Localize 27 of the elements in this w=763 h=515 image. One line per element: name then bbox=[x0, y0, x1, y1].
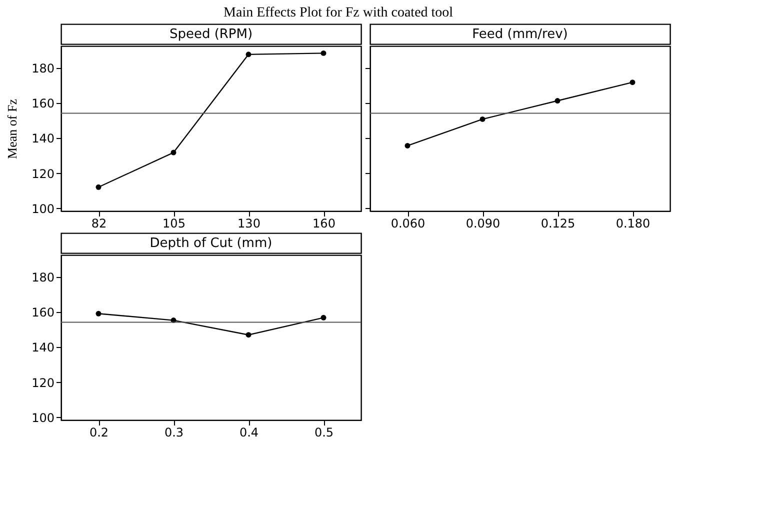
x-tick-label: 0.125 bbox=[540, 216, 576, 230]
x-tick-label: 0.3 bbox=[164, 426, 184, 440]
x-tick-label: 0.060 bbox=[390, 216, 426, 230]
x-tick-label: 82 bbox=[91, 216, 107, 230]
chart-title: Main Effects Plot for Fz with coated tool bbox=[224, 5, 454, 20]
y-axis-title: Mean of Fz bbox=[4, 98, 20, 159]
y-tick-label: 120 bbox=[32, 166, 54, 181]
x-tick-label: 130 bbox=[238, 216, 260, 230]
y-tick-label: 140 bbox=[32, 132, 54, 146]
x-tick-label: 0.180 bbox=[616, 216, 650, 230]
x-tick-label: 0.4 bbox=[239, 426, 259, 440]
x-tick-label: 0.5 bbox=[314, 426, 334, 440]
y-tick-label: 180 bbox=[32, 270, 54, 284]
chart-subtitle: Feed (mm/rev) bbox=[472, 27, 568, 42]
y-tick-label: 140 bbox=[32, 340, 54, 355]
x-tick-label: 160 bbox=[312, 216, 336, 230]
y-tick-label: 100 bbox=[32, 202, 54, 216]
y-tick-label: 180 bbox=[32, 61, 54, 76]
y-tick-label: 160 bbox=[32, 96, 54, 111]
y-tick-label: 100 bbox=[32, 410, 54, 425]
x-tick-label: 0.090 bbox=[466, 216, 500, 230]
y-tick-label: 160 bbox=[32, 306, 54, 320]
x-tick-label: 105 bbox=[162, 216, 186, 230]
chart-subtitle: Speed (RPM) bbox=[169, 27, 253, 42]
chart-subtitle: Depth of Cut (mm) bbox=[150, 236, 272, 251]
y-tick-label: 120 bbox=[32, 376, 54, 390]
x-tick-label: 0.2 bbox=[89, 426, 109, 440]
